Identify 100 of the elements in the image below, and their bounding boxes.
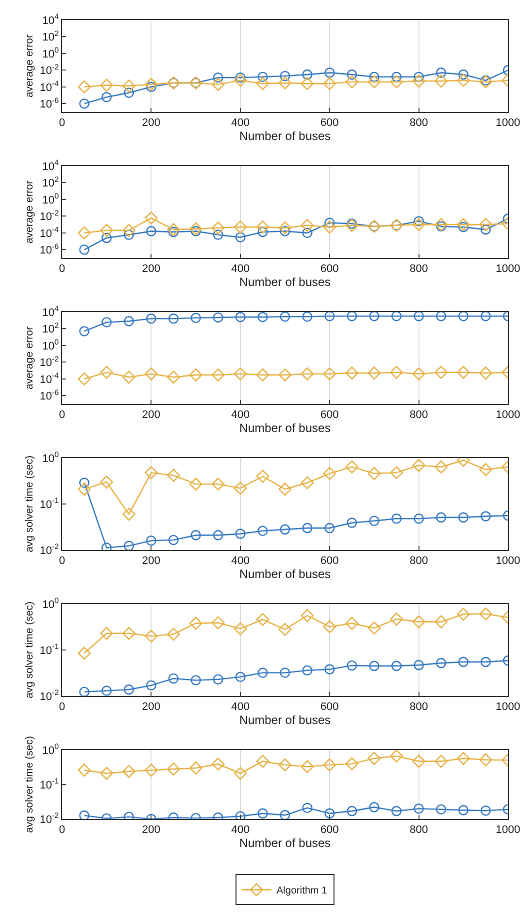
point <box>79 244 90 255</box>
point <box>434 218 448 232</box>
point <box>324 522 335 534</box>
point <box>280 810 290 819</box>
y-tick-label: 10$^{-1}$ <box>40 776 59 792</box>
y-tick-label: 10$^{-2}$ <box>40 688 59 703</box>
point <box>456 74 470 87</box>
y-tick-label: 10$^{-2}$ <box>40 811 59 826</box>
point <box>434 754 448 768</box>
point <box>368 366 381 380</box>
point <box>414 803 424 814</box>
x-tick-label: 800 <box>410 117 428 130</box>
y-tick-label: 10$^{-4}$ <box>40 225 60 240</box>
point <box>79 98 90 109</box>
y-tick-label: 10$^{-2}$ <box>40 354 59 370</box>
point <box>256 754 270 768</box>
point <box>434 615 448 628</box>
point <box>100 366 114 379</box>
point <box>100 476 114 489</box>
point <box>258 72 268 82</box>
point <box>345 757 358 770</box>
point <box>480 511 491 522</box>
x-tick-label: 1000 <box>496 117 520 130</box>
point <box>234 766 247 780</box>
point <box>167 370 180 384</box>
point <box>167 762 180 776</box>
point <box>412 218 426 232</box>
point <box>234 482 247 495</box>
point <box>302 665 312 676</box>
x-tick-label: 1000 <box>496 263 520 276</box>
x-tick-label: 600 <box>320 701 339 714</box>
point <box>323 77 336 90</box>
point <box>190 530 201 540</box>
point <box>414 312 424 322</box>
point <box>146 680 156 691</box>
point <box>212 72 224 83</box>
point <box>78 646 91 660</box>
point <box>458 805 469 816</box>
point <box>256 77 270 90</box>
x-tick-label: 600 <box>320 263 339 276</box>
point <box>346 518 358 528</box>
point <box>146 535 156 546</box>
point <box>234 220 247 234</box>
point <box>280 70 290 82</box>
point <box>414 660 424 670</box>
point <box>480 312 491 322</box>
point <box>391 72 402 82</box>
point <box>101 232 112 244</box>
point <box>302 312 312 322</box>
point <box>323 220 336 234</box>
x-tick-label: 200 <box>142 824 160 836</box>
x-axis-title: Number of buses <box>239 421 331 436</box>
y-tick-label: 10$^{2}$ <box>42 174 59 190</box>
point <box>323 367 336 380</box>
y-tick-label: 10$^{2}$ <box>42 320 59 336</box>
point <box>278 622 292 636</box>
y-tick-label: 10$^{4}$ <box>42 12 60 27</box>
point <box>324 808 335 819</box>
y-tick-label: 10$^{4}$ <box>42 158 60 173</box>
point <box>212 478 225 491</box>
x-tick-label: 800 <box>410 409 428 422</box>
point <box>167 468 180 482</box>
point <box>146 82 156 92</box>
y-tick-label: 10$^{0}$ <box>42 596 59 611</box>
point <box>345 75 358 88</box>
x-tick-label: 0 <box>58 409 66 422</box>
x-tick-label: 0 <box>58 117 66 130</box>
point <box>212 674 224 685</box>
x-tick-label: 1000 <box>496 409 520 422</box>
y-axis-title: avg solver time (sec) <box>24 602 36 698</box>
x-tick-label: 800 <box>410 824 428 836</box>
point <box>391 514 402 524</box>
point <box>458 512 469 523</box>
point <box>258 526 268 536</box>
point <box>258 808 268 819</box>
point <box>278 221 292 234</box>
point <box>167 223 180 236</box>
y-tick-label: 10$^{-2}$ <box>40 542 59 557</box>
point <box>369 516 380 526</box>
point <box>78 226 91 240</box>
point <box>124 88 134 98</box>
y-tick-label: 10$^{-2}$ <box>40 62 59 78</box>
point <box>212 368 225 382</box>
point <box>412 754 426 768</box>
y-axis-title: average error <box>24 326 36 390</box>
x-tick-label: 400 <box>231 117 250 130</box>
point <box>479 607 492 620</box>
x-tick-label: 600 <box>320 824 339 836</box>
x-tick-label: 1000 <box>496 701 520 714</box>
y-tick-label: 10$^{-4}$ <box>40 79 60 94</box>
point <box>190 312 201 323</box>
point <box>212 312 224 323</box>
point <box>235 672 246 682</box>
y-tick-label: 10$^{-2}$ <box>40 208 59 224</box>
point <box>100 78 114 92</box>
point <box>278 76 292 90</box>
point <box>324 218 335 228</box>
x-tick-label: 200 <box>142 555 160 568</box>
point <box>324 68 335 78</box>
point <box>414 514 424 524</box>
